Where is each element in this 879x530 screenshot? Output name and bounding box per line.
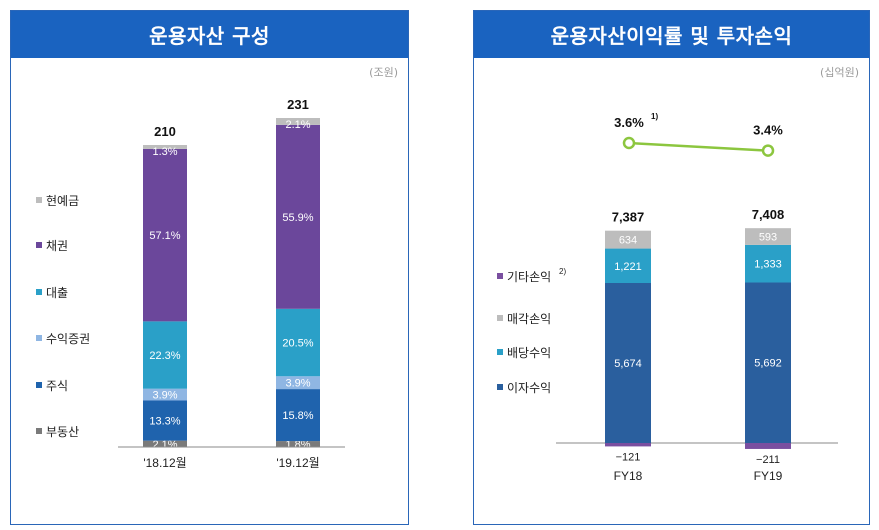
- legend-label: 기타손익: [507, 270, 551, 284]
- bar-segment: [143, 145, 187, 149]
- bar-segment: [745, 244, 791, 283]
- segment-label: 3.9%: [285, 378, 310, 390]
- bar-segment: [143, 400, 187, 441]
- bar-segment: [276, 118, 320, 125]
- bar-total-label: 7,408: [752, 207, 785, 222]
- bar-segment: [605, 443, 651, 447]
- legend-label: 주식: [46, 379, 68, 393]
- segment-label: 1.3%: [152, 146, 177, 158]
- bar-segment: [745, 228, 791, 245]
- legend-label: 대출: [46, 286, 68, 300]
- bar-segment: [143, 440, 187, 447]
- legend-swatch: [36, 242, 42, 248]
- x-tick-label: FY19: [754, 469, 783, 483]
- legend-swatch: [36, 197, 42, 203]
- segment-label: 1.8%: [285, 439, 310, 451]
- yield-point: [622, 136, 636, 150]
- segment-label: 3.9%: [152, 390, 177, 402]
- bar-segment: [276, 376, 320, 390]
- legend-label: 배당수익: [507, 346, 551, 360]
- x-tick-label: '18.12월: [143, 456, 186, 470]
- bar-segment: [143, 321, 187, 389]
- bar-segment: [276, 441, 320, 447]
- yield-footnote: 1): [651, 112, 658, 121]
- investment-income-unit: (십억원): [820, 66, 859, 79]
- legend-label: 수익증권: [46, 332, 90, 346]
- segment-label: 22.3%: [149, 350, 180, 362]
- bar-segment: [745, 282, 791, 443]
- segment-label: 13.3%: [149, 416, 180, 428]
- asset-composition-panel: 운용자산 구성 (조원): [10, 10, 409, 525]
- yield-point: [761, 144, 775, 157]
- legend-swatch: [36, 289, 42, 295]
- legend-swatch: [497, 315, 503, 321]
- segment-label: 57.1%: [149, 230, 180, 242]
- segment-label: 15.8%: [282, 410, 313, 422]
- x-tick-label: FY18: [614, 469, 643, 483]
- yield-line: [628, 141, 769, 152]
- legend-label: 현예금: [46, 194, 79, 208]
- segment-label: 1,221: [614, 261, 642, 273]
- legend-swatch: [36, 428, 42, 434]
- legend-swatch: [497, 384, 503, 390]
- investment-income-title: 운용자산이익률 및 투자손익: [474, 11, 869, 58]
- bar-segment: [605, 282, 651, 443]
- segment-label: 593: [759, 232, 777, 244]
- bar-segment: [745, 443, 791, 449]
- yield-label: 3.4%: [753, 123, 783, 138]
- legend-label: 부동산: [46, 425, 79, 439]
- segment-label: 20.5%: [282, 338, 313, 350]
- bar-total-label: 210: [154, 124, 176, 139]
- x-tick-label: '19.12월: [276, 456, 319, 470]
- legend-swatch: [497, 349, 503, 355]
- legend-swatch: [36, 382, 42, 388]
- bar-total-label: 7,387: [612, 210, 645, 225]
- investment-income-panel: 운용자산이익률 및 투자손익 (십억원): [473, 10, 870, 525]
- negative-value-label: −121: [616, 451, 641, 463]
- segment-label: 2.1%: [152, 439, 177, 451]
- asset-composition-unit: (조원): [369, 66, 398, 79]
- legend-footnote: 2): [559, 267, 566, 276]
- segment-label: 2.1%: [285, 119, 310, 131]
- asset-composition-title: 운용자산 구성: [11, 11, 408, 58]
- legend-label: 이자수익: [507, 381, 551, 395]
- segment-label: 5,674: [614, 358, 642, 370]
- segment-label: 55.9%: [282, 212, 313, 224]
- bar-total-label: 231: [287, 97, 309, 112]
- bar-segment: [605, 230, 651, 249]
- bar-segment: [276, 124, 320, 309]
- segment-label: 634: [619, 235, 637, 247]
- segment-label: 5,692: [754, 358, 782, 370]
- bar-segment: [605, 248, 651, 283]
- negative-value-label: −211: [756, 454, 780, 466]
- bar-segment: [143, 148, 187, 322]
- bar-segment: [143, 388, 187, 401]
- bar-segment: [276, 308, 320, 377]
- legend-label: 채권: [46, 239, 68, 253]
- legend-swatch: [497, 273, 503, 279]
- segment-label: 1,333: [754, 259, 782, 271]
- yield-label: 3.6%: [614, 115, 644, 130]
- legend-swatch: [36, 335, 42, 341]
- legend-label: 매각손익: [507, 312, 551, 326]
- bar-segment: [276, 389, 320, 442]
